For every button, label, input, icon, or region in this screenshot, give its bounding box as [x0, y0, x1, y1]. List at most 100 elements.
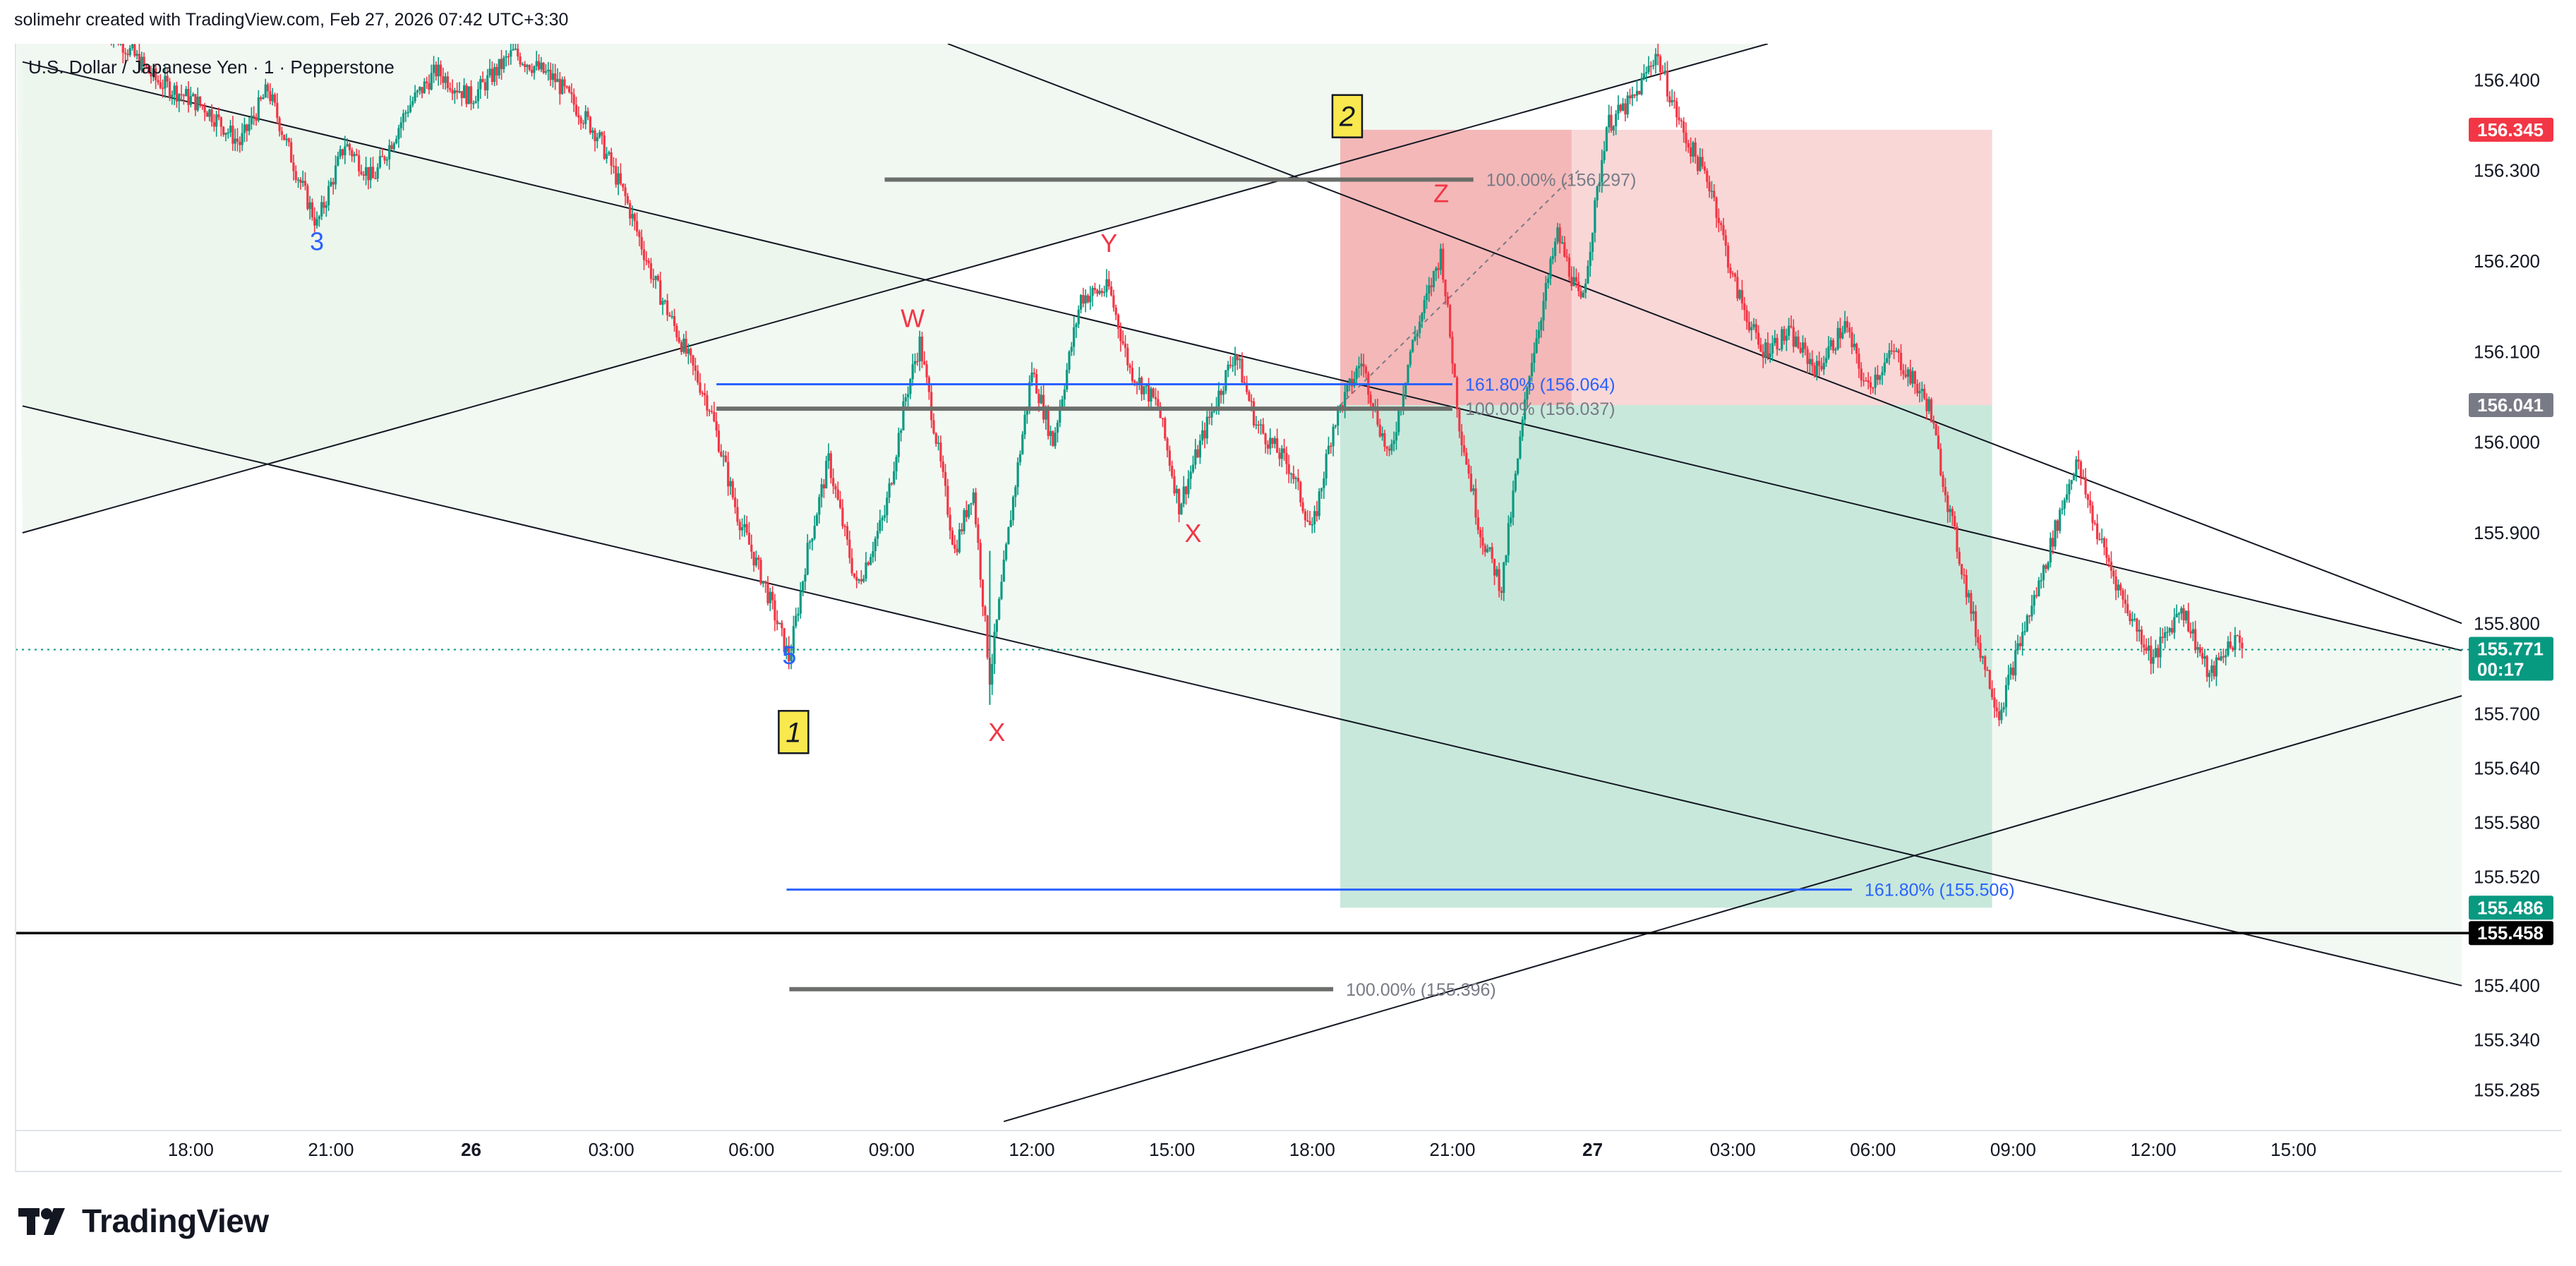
- candle-body: [1575, 277, 1577, 282]
- candle-body: [1229, 364, 1232, 366]
- candle-body: [1474, 488, 1477, 518]
- candle-body: [1262, 424, 1265, 434]
- candle-body: [1563, 242, 1566, 257]
- candle-body: [155, 68, 157, 80]
- candle-body: [2180, 608, 2183, 614]
- candle-body: [1755, 324, 1757, 333]
- candle-body: [740, 527, 744, 531]
- candle-body: [1320, 488, 1323, 492]
- candle-body: [1696, 157, 1699, 171]
- candle-body: [666, 300, 669, 315]
- candle-body: [1778, 349, 1781, 351]
- candle-body: [986, 615, 989, 658]
- candle-body: [1084, 295, 1087, 304]
- wave-label-5: 5: [782, 641, 796, 670]
- take-profit-zone[interactable]: [1340, 405, 1992, 908]
- candle-body: [276, 102, 279, 119]
- candle-body: [1357, 366, 1361, 368]
- wave-badge-2[interactable]: [1331, 94, 1364, 138]
- candle-body: [1439, 248, 1442, 270]
- candle-body: [1498, 569, 1500, 591]
- price-tag[interactable]: [2469, 117, 2553, 142]
- candle-body: [2107, 557, 2110, 562]
- candle-body: [1582, 292, 1584, 298]
- candle-body: [998, 598, 1001, 620]
- candle-body: [1178, 488, 1181, 514]
- x-tick-label: 26: [461, 1139, 481, 1160]
- candle-body: [2042, 565, 2045, 581]
- wave-label-w: W: [901, 304, 925, 333]
- tradingview-logo[interactable]: TradingView: [18, 1200, 269, 1242]
- candle-body: [346, 144, 349, 147]
- candle-body: [1722, 224, 1725, 236]
- candle-body: [404, 112, 407, 114]
- candle-body: [1850, 332, 1853, 347]
- candle-body: [1488, 547, 1491, 549]
- candle-body: [421, 87, 423, 94]
- candle-body: [1706, 170, 1709, 182]
- candle-body: [303, 181, 307, 186]
- x-tick-label: 06:00: [1850, 1139, 1896, 1160]
- candle-body: [1874, 374, 1877, 388]
- candle-body: [682, 338, 685, 352]
- candle-body: [171, 95, 174, 97]
- candle-body: [1846, 321, 1849, 328]
- candle-body: [1944, 486, 1947, 495]
- channel-line-2[interactable]: [947, 44, 2462, 625]
- candle-body: [827, 453, 830, 462]
- wave-label-y: Y: [1100, 229, 1117, 258]
- channel-line-1[interactable]: [22, 405, 2462, 987]
- candle-body: [2168, 628, 2171, 632]
- candle-body: [1021, 434, 1024, 454]
- candle-body: [311, 202, 314, 217]
- candle-body: [1834, 349, 1837, 351]
- candle-body: [519, 56, 522, 65]
- candle-body: [979, 543, 982, 580]
- candle-body: [1663, 71, 1666, 73]
- candle-body: [1542, 301, 1545, 321]
- candle-body: [1521, 419, 1524, 437]
- candle-body: [1886, 358, 1889, 363]
- candle-body: [720, 451, 723, 457]
- candle-body: [1951, 509, 1954, 517]
- candle-body: [1671, 100, 1673, 103]
- price-tag[interactable]: [2469, 637, 2553, 681]
- candle-body: [1437, 267, 1440, 270]
- candle-body: [348, 144, 351, 150]
- candle-body: [1344, 392, 1347, 410]
- candle-body: [872, 550, 874, 557]
- y-tick-label: 155.580: [2474, 812, 2540, 833]
- candle-body: [1385, 447, 1388, 449]
- price-tag[interactable]: [2469, 896, 2553, 920]
- candle-body: [1544, 283, 1547, 301]
- candle-body: [2098, 539, 2101, 541]
- candle-body: [157, 80, 160, 83]
- candle-body: [2068, 483, 2071, 495]
- candle-body: [465, 85, 468, 104]
- price-tag[interactable]: [2469, 921, 2553, 946]
- candle-body: [243, 124, 246, 133]
- candle-body: [1037, 393, 1040, 404]
- channel-line-3[interactable]: [22, 44, 1769, 533]
- candle-body: [257, 97, 260, 121]
- candle-body: [1991, 688, 1994, 698]
- candle-body: [752, 551, 755, 566]
- candle-body: [1930, 399, 1933, 423]
- candle-body: [1308, 521, 1311, 526]
- y-tick-label: 155.700: [2474, 704, 2540, 725]
- candle-body: [1096, 289, 1099, 294]
- candle-body: [1956, 526, 1958, 552]
- candle-body: [1762, 351, 1764, 358]
- candle-body: [2007, 675, 2010, 685]
- candle-body: [446, 76, 450, 88]
- candle-body: [1430, 285, 1433, 288]
- candle-body: [395, 138, 398, 143]
- candle-body: [280, 131, 283, 135]
- wave-badge-1[interactable]: [778, 710, 809, 754]
- chart-caption: solimehr created with TradingView.com, F…: [14, 10, 569, 30]
- price-tag[interactable]: [2469, 393, 2553, 418]
- candle-body: [1717, 217, 1720, 224]
- candle-body: [961, 529, 963, 531]
- channel-line-4[interactable]: [1004, 695, 2462, 1123]
